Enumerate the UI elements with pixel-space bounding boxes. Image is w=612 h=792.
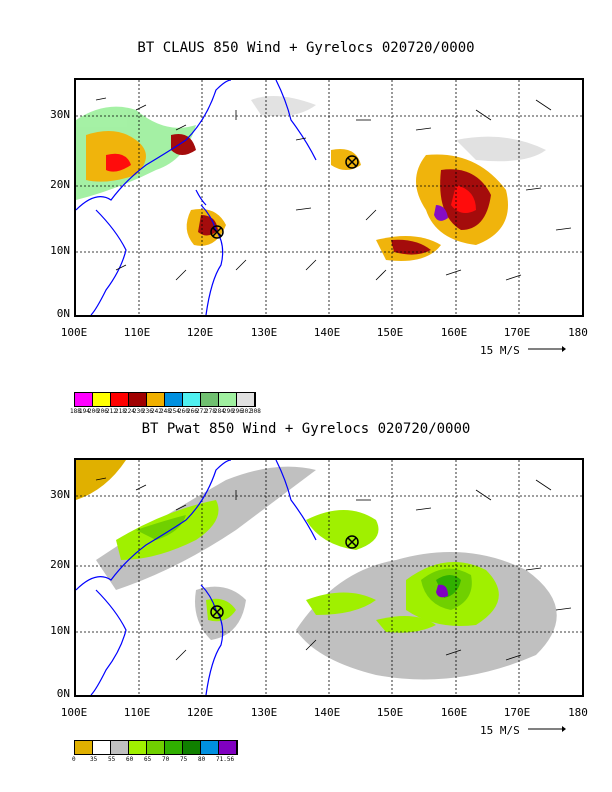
cb-label: 224 [124, 408, 135, 415]
swatch [129, 741, 147, 754]
swatch [237, 393, 255, 406]
swatch [183, 393, 201, 406]
cb-label: 236 [142, 408, 153, 415]
panel1-xlabel-160e: 160E [440, 326, 468, 339]
scale-arrow-icon [528, 346, 567, 352]
panel2-xlabel-130e: 130E [250, 706, 278, 719]
cb-label: 60 [126, 756, 134, 763]
cb-label: 290 [223, 408, 234, 415]
panel2-ylabel-10n: 10N [50, 624, 70, 637]
cb-label: 308 [250, 408, 261, 415]
panel2-xlabel-160e: 160E [440, 706, 468, 719]
cb-label: 55 [108, 756, 116, 763]
cb-label: 71.56 [216, 756, 235, 763]
swatch [147, 393, 165, 406]
cb-label: 80 [198, 756, 206, 763]
swatch [219, 393, 237, 406]
panel2-xlabel-180: 180 [568, 706, 588, 719]
scale-arrow-icon [528, 726, 567, 732]
panel1-scale-label: 15 M/S [480, 344, 567, 357]
cloud-fields [76, 96, 546, 261]
cb-label: 200 [88, 408, 99, 415]
cb-label: 248 [160, 408, 171, 415]
panel1-xlabel-180: 180 [568, 326, 588, 339]
swatch [75, 741, 93, 754]
panel2-xlabel-140e: 140E [313, 706, 341, 719]
cb-label: 194 [79, 408, 90, 415]
panel1-xlabel-150e: 150E [376, 326, 404, 339]
cb-label: 206 [97, 408, 108, 415]
wind-vectors [95, 97, 572, 281]
cb-label: 278 [205, 408, 216, 415]
gyre-markers [210, 155, 359, 239]
panel2-xlabel-100e: 100E [60, 706, 88, 719]
panel2-title: BT Pwat 850 Wind + Gyrelocs 020720/0000 [141, 421, 471, 437]
cb-label: 75 [180, 756, 188, 763]
cb-label: 260 [178, 408, 189, 415]
cb-label: 302 [241, 408, 252, 415]
panel2-ylabel-0n: 0N [56, 687, 70, 700]
swatch [165, 393, 183, 406]
panel2-map [74, 458, 584, 697]
coastlines [76, 80, 317, 315]
scale-text: 15 M/S [480, 344, 520, 357]
panel1-ylabel-30n: 30N [50, 108, 70, 121]
panel2-ylabel-30n: 30N [50, 488, 70, 501]
panel2-colorbar-labels: 0 35 55 60 65 70 75 80 71.56 [72, 756, 272, 764]
gridlines [76, 80, 582, 315]
cb-label: 70 [162, 756, 170, 763]
panel1-title: BT CLAUS 850 Wind + Gyrelocs 020720/0000 [137, 40, 475, 56]
swatch [93, 393, 111, 406]
panel2-xlabel-150e: 150E [376, 706, 404, 719]
panel1-colorbar-labels: 188 194 200 206 212 218 224 230 236 242 … [70, 408, 270, 416]
cb-label: 188 [70, 408, 81, 415]
cb-label: 272 [196, 408, 207, 415]
scale-text: 15 M/S [480, 724, 520, 737]
wind-vectors [95, 477, 572, 661]
panel2-xlabel-170e: 170E [503, 706, 531, 719]
cb-label: 35 [90, 756, 98, 763]
panel1-ylabel-20n: 20N [50, 178, 70, 191]
cb-label: 296 [232, 408, 243, 415]
panel1-xlabel-100e: 100E [60, 326, 88, 339]
panel1-ylabel-10n: 10N [50, 244, 70, 257]
swatch [165, 741, 183, 754]
swatch [219, 741, 237, 754]
gyre-markers [210, 535, 359, 619]
panel2-ylabel-20n: 20N [50, 558, 70, 571]
panel1-map [74, 78, 584, 317]
cb-label: 218 [115, 408, 126, 415]
coastlines [76, 460, 317, 695]
cb-label: 212 [106, 408, 117, 415]
swatch [129, 393, 147, 406]
swatch [111, 741, 129, 754]
swatch [201, 741, 219, 754]
cb-label: 266 [187, 408, 198, 415]
cb-label: 242 [151, 408, 162, 415]
panel1-xlabel-170e: 170E [503, 326, 531, 339]
panel2-xlabel-120e: 120E [186, 706, 214, 719]
panel1-xlabel-120e: 120E [186, 326, 214, 339]
gridlines [76, 460, 582, 695]
cb-label: 230 [133, 408, 144, 415]
panel1-colorbar [74, 392, 256, 407]
swatch [75, 393, 93, 406]
cb-label: 0 [72, 756, 76, 763]
cb-label: 254 [169, 408, 180, 415]
swatch [183, 741, 201, 754]
cb-label: 65 [144, 756, 152, 763]
panel1-xlabel-110e: 110E [123, 326, 151, 339]
swatch [111, 393, 129, 406]
panel1-ylabel-0n: 0N [56, 307, 70, 320]
cb-label: 284 [214, 408, 225, 415]
swatch [147, 741, 165, 754]
panel2-scale-label: 15 M/S [480, 724, 567, 737]
precip-fields [76, 460, 557, 680]
swatch [93, 741, 111, 754]
panel1-xlabel-130e: 130E [250, 326, 278, 339]
panel2-xlabel-110e: 110E [123, 706, 151, 719]
swatch [201, 393, 219, 406]
panel2-colorbar [74, 740, 238, 755]
panel1-xlabel-140e: 140E [313, 326, 341, 339]
